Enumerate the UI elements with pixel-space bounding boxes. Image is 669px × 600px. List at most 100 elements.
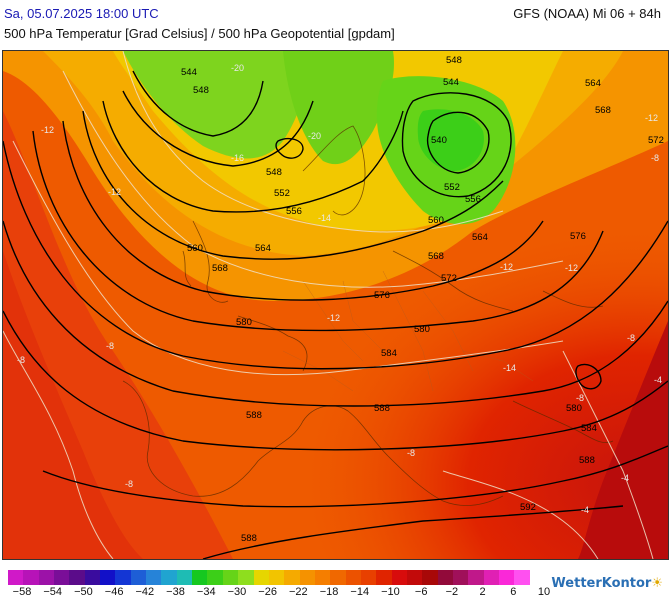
colorbar-tick-label: 2 — [479, 586, 486, 598]
temp-label: -12 — [327, 313, 340, 323]
logo-text: WetterKontor — [551, 576, 652, 591]
colorbar-swatch — [207, 570, 223, 585]
temperature-labels: -20 -20 -16 -12 -12 -14 -12 -12 -8 -8 -8… — [17, 63, 662, 515]
temp-label: -8 — [125, 479, 133, 489]
colorbar-swatch — [483, 570, 499, 585]
valid-time: Sa, 05.07.2025 18:00 UTC — [4, 6, 159, 21]
geo-label: 552 — [274, 188, 290, 199]
colorbar-tick-label: −26 — [258, 586, 277, 598]
geo-label: 564 — [585, 78, 601, 89]
colorbar-swatch — [299, 570, 315, 585]
sun-icon: ☀ — [651, 576, 663, 591]
geo-label: 588 — [241, 533, 257, 544]
colorbar-swatch — [391, 570, 407, 585]
geo-label: 568 — [595, 105, 611, 116]
colorbar-labels: −58 −54 −50 −46 −42 −38 −34 −30 −26 −22 −18 −14 −10−… — [8, 586, 551, 600]
temp-label: -4 — [621, 473, 629, 483]
map-subtitle: 500 hPa Temperatur [Grad Celsius] / 500 … — [4, 26, 395, 41]
temp-label: -8 — [106, 341, 114, 351]
geo-label: 580 — [414, 324, 430, 335]
colorbar-swatch — [23, 570, 39, 585]
colorbar-swatch — [499, 570, 515, 585]
colorbar-swatch — [253, 570, 269, 585]
colorbar-swatch — [130, 570, 147, 585]
geo-label: 560 — [428, 215, 444, 226]
colorbar-swatch — [100, 570, 116, 585]
colorbar-swatch — [422, 570, 438, 585]
hot-core-southeast — [578, 321, 668, 559]
coastlines — [122, 125, 614, 506]
geo-label: 564 — [472, 232, 488, 243]
temp-label: -20 — [231, 63, 244, 73]
colorbar-swatch — [84, 570, 101, 585]
geo-label: 548 — [446, 55, 462, 66]
geopotential-labels: 544 548 540 548 544 564 568 572 548 552 … — [181, 55, 664, 544]
temp-label: -4 — [654, 375, 662, 385]
colorbar-swatch — [330, 570, 346, 585]
colorbar-swatch — [8, 570, 24, 585]
colorbar-swatch — [115, 570, 131, 585]
temp-label: -8 — [576, 393, 584, 403]
warm-zone-southeast — [3, 51, 668, 559]
colorbar-tick-label: −10 — [381, 586, 400, 598]
colorbar-tick-label: −42 — [135, 586, 155, 598]
colorbar-tick-label: −22 — [289, 586, 308, 598]
geo-label: 552 — [444, 182, 460, 193]
geo-label: 568 — [428, 251, 444, 262]
colorbar-tick-label: −38 — [166, 586, 185, 598]
temp-label: -8 — [17, 355, 25, 365]
temp-label: -12 — [500, 262, 513, 272]
colorbar-tick-label: −6 — [414, 586, 428, 598]
colorbar-swatch — [468, 570, 484, 585]
colorbar-swatch — [376, 570, 392, 585]
geo-label: 544 — [443, 77, 459, 88]
colorbar-tick-label: 10 — [537, 586, 551, 598]
geo-label: 564 — [255, 243, 271, 254]
temp-label: -16 — [231, 153, 244, 163]
temp-label: -8 — [407, 448, 415, 458]
geo-label: 580 — [566, 403, 582, 414]
temp-label: -14 — [503, 363, 516, 373]
geo-label: 576 — [570, 231, 586, 242]
colorbar-swatch — [314, 570, 331, 585]
map-svg: 544 548 540 548 544 564 568 572 548 552 … — [3, 51, 668, 559]
colorbar-tick-label: −2 — [445, 586, 459, 598]
geo-label: 556 — [465, 194, 481, 205]
model-run: GFS (NOAA) Mi 06 + 84h — [513, 6, 661, 21]
temp-label: -8 — [651, 153, 659, 163]
colorbar-swatch — [406, 570, 423, 585]
geo-label: 544 — [181, 67, 197, 78]
colorbar-swatch — [268, 570, 285, 585]
geo-label: 576 — [374, 290, 390, 301]
colorbar-tick-label: −46 — [104, 586, 124, 598]
temp-label: -14 — [318, 213, 331, 223]
geo-label: 540 — [431, 135, 447, 146]
colorbar-swatch — [452, 570, 469, 585]
weather-map: 544 548 540 548 544 564 568 572 548 552 … — [2, 50, 669, 560]
temp-label: -12 — [645, 113, 658, 123]
geo-label: 592 — [520, 502, 536, 513]
geo-label: 560 — [187, 243, 203, 254]
geo-label: 588 — [579, 455, 595, 466]
colorbar-swatch — [146, 570, 162, 585]
colorbar-swatch — [176, 570, 193, 585]
colorbar-swatch — [514, 570, 530, 585]
colorbar-swatch — [69, 570, 85, 585]
temp-label: -20 — [308, 131, 321, 141]
geo-label: 584 — [581, 423, 597, 434]
colorbar-tick-label: −30 — [227, 586, 247, 598]
colorbar-swatch — [238, 570, 254, 585]
geo-label: 584 — [381, 348, 397, 359]
colorbar-swatch — [360, 570, 377, 585]
colorbar-tick-label: −14 — [350, 586, 370, 598]
geopotential-isolines — [3, 70, 668, 559]
geo-label: 580 — [236, 317, 252, 328]
geo-label: 548 — [193, 85, 209, 96]
colorbar-swatch — [284, 570, 300, 585]
colorbar-swatch — [437, 570, 453, 585]
colorbar-tick-label: 6 — [510, 586, 517, 598]
temperature-isolines — [3, 51, 654, 559]
geo-label: 588 — [246, 410, 262, 421]
temp-label: -4 — [581, 505, 589, 515]
geo-label: 568 — [212, 263, 228, 274]
